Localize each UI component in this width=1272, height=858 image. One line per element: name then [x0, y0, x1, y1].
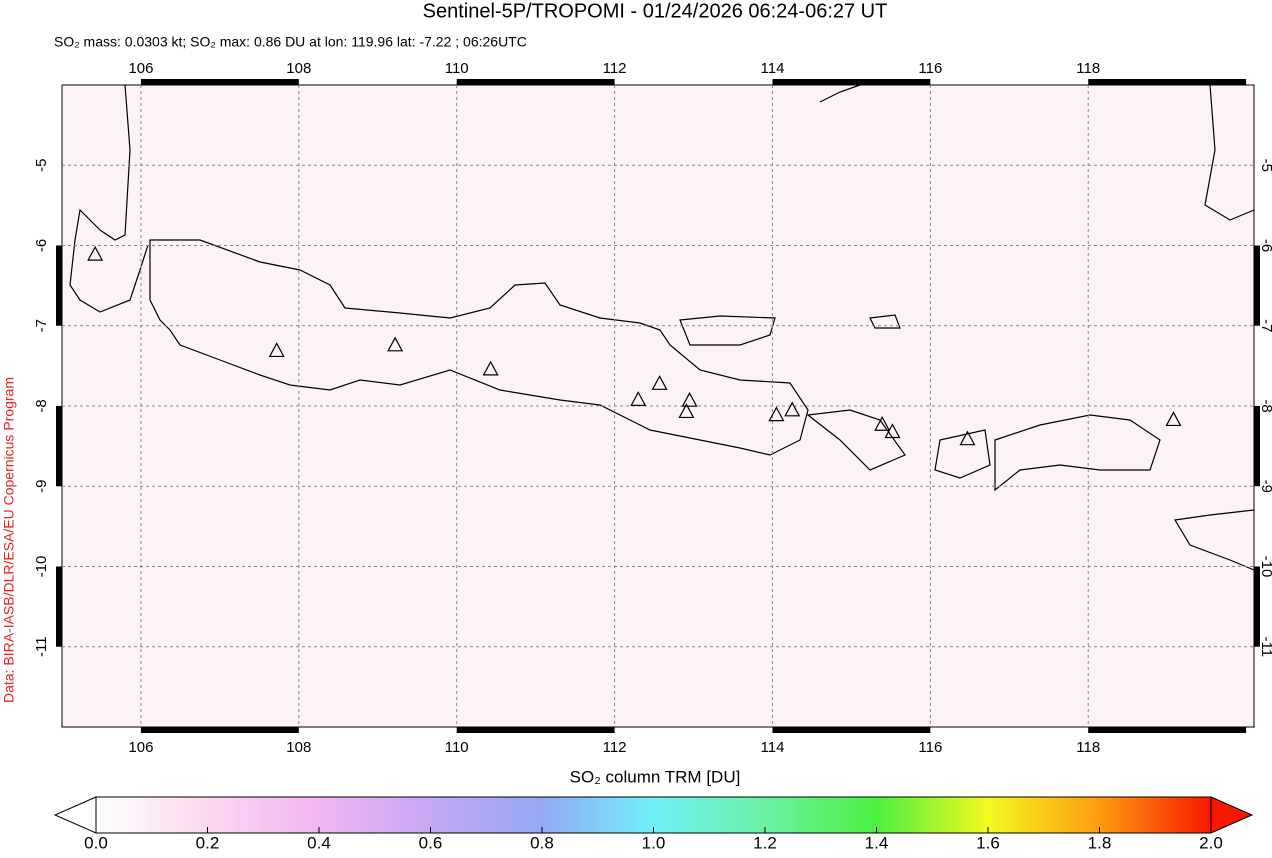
volcano-marker [387, 336, 404, 352]
volcano-marker [1165, 411, 1182, 427]
coastline-sumba [1174, 509, 1255, 571]
frame-segment [140, 79, 299, 85]
colorbar-tick-label: 1.4 [865, 833, 889, 852]
volcano-marker [678, 403, 695, 419]
x-tick-label: 108 [286, 60, 311, 77]
colorbar-over-arrow [1210, 796, 1254, 834]
coastlines [69, 84, 1255, 571]
y-tick-label: -9 [1258, 480, 1272, 493]
colorbar-tick-label: 1.6 [976, 833, 1000, 852]
frame-segment [456, 79, 615, 85]
coastline-kalimantan [819, 84, 861, 103]
x-tick-label: 106 [128, 739, 153, 756]
colorbar-tick-label: 1.8 [1088, 833, 1112, 852]
x-tick-label: 116 [918, 739, 942, 756]
volcano-marker [268, 342, 285, 358]
colorbar-tick-label: 1.2 [753, 833, 777, 852]
colorbar-tick-label: 1.0 [642, 833, 666, 852]
coastline-sulawesi [1204, 84, 1255, 221]
colorbar-tick-label: 0.4 [307, 833, 331, 852]
x-tick-label: 114 [761, 60, 785, 77]
x-tick-label: 114 [761, 739, 785, 756]
frame-segment [56, 245, 62, 326]
frame-segment [1088, 727, 1247, 733]
frame-segment [1254, 406, 1260, 487]
x-tick-label: 108 [286, 739, 311, 756]
frame-segment [1088, 79, 1247, 85]
y-tick-label: -5 [33, 159, 50, 172]
volcano-marker [87, 245, 104, 261]
y-tick-label: -5 [1258, 159, 1272, 172]
colorbar-tick-label: 0.8 [530, 833, 554, 852]
y-tick-label: -11 [1258, 636, 1272, 657]
x-tick-label: 110 [445, 739, 469, 756]
frame-segment [56, 566, 62, 647]
frame-segment [772, 79, 931, 85]
frame-segment [140, 727, 299, 733]
y-tick-label: -6 [33, 239, 50, 252]
x-tick-label: 110 [445, 60, 469, 77]
x-tick-label: 112 [603, 60, 627, 77]
colorbar-under-arrow [53, 796, 97, 834]
y-tick-label: -10 [33, 556, 50, 578]
colorbar-tick-label: 0.0 [84, 833, 108, 852]
credit: Data: BIRA-IASB/DLR/ESA/EU Copernicus Pr… [1, 377, 17, 703]
volcano-marker [874, 415, 891, 431]
coastline-sumatra [69, 84, 149, 313]
volcano-marker [681, 391, 698, 407]
y-tick-label: -7 [1258, 319, 1272, 332]
subtitle: SO₂ mass: 0.0303 kt; SO₂ max: 0.86 DU at… [54, 34, 527, 50]
frame-segment [456, 727, 615, 733]
y-tick-label: -8 [33, 399, 50, 412]
colorbar-tick-label: 0.2 [196, 833, 220, 852]
frame-segment [56, 406, 62, 487]
x-tick-label: 118 [1076, 60, 1100, 77]
y-tick-label: -8 [1258, 399, 1272, 412]
coastline-kangean [869, 314, 901, 329]
x-tick-label: 112 [603, 739, 627, 756]
y-tick-label: -9 [33, 480, 50, 493]
x-tick-label: 106 [128, 60, 153, 77]
volcano-marker [884, 423, 901, 439]
colorbar-label: SO₂ column TRM [DU] [570, 767, 741, 786]
y-tick-label: -11 [33, 636, 50, 657]
volcano-marker [768, 406, 785, 422]
coastline-sumbawa [994, 414, 1161, 492]
x-tick-label: 116 [918, 60, 942, 77]
x-tick-label: 118 [1076, 739, 1100, 756]
y-tick-label: -7 [33, 319, 50, 332]
colorbar-tick-label: 0.6 [419, 833, 443, 852]
volcano-marker [959, 430, 976, 446]
chart-title: Sentinel-5P/TROPOMI - 01/24/2026 06:24-0… [423, 0, 888, 22]
y-tick-label: -10 [1258, 556, 1272, 578]
coastline-bali [806, 409, 906, 471]
coastline-lombok [934, 429, 991, 479]
volcano-marker [651, 375, 668, 390]
frame-segment [1254, 566, 1260, 647]
volcano-marker [784, 401, 801, 417]
coastline-java [149, 239, 809, 456]
volcano-marker [630, 391, 647, 406]
volcano-marker [482, 360, 499, 376]
colorbar-tick-label: 2.0 [1199, 833, 1223, 852]
frame-segment [772, 727, 931, 733]
y-tick-label: -6 [1258, 239, 1272, 252]
frame-segment [1254, 245, 1260, 326]
coastline-madura [679, 315, 776, 346]
